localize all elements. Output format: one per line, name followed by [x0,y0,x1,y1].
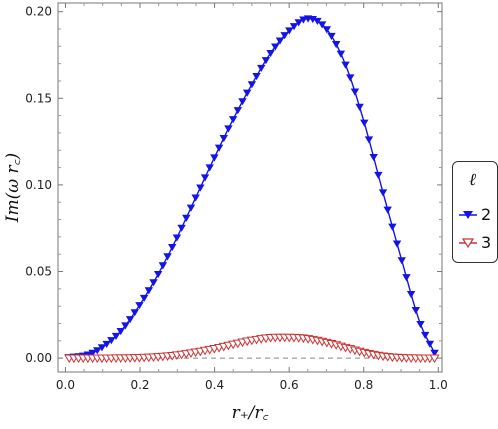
series-2-point [341,61,350,69]
legend: ℓ 2 3 [452,161,498,263]
series-2-point [411,306,421,315]
y-tick-label: 0.20 [25,5,52,19]
series-2-point [93,347,102,355]
series-2-point [238,98,247,106]
series-2-point [402,274,411,282]
series-2-point [233,107,243,115]
series-2-point [224,125,233,133]
series-2-point [191,194,200,202]
series-2-point [294,19,303,27]
plot-frame [57,2,443,373]
series-2-point [322,26,332,34]
series-2-point [336,50,346,58]
series-2-point [228,116,238,124]
series-2-point [397,257,406,265]
series-2-point [242,89,252,97]
series-2-point [116,328,125,336]
y-axis-label: Im(ω r꜀) [3,153,23,223]
y-tick-label: 0.05 [25,265,52,279]
series-2-point [383,206,392,214]
series-2-point [313,17,322,26]
series-2-point [289,23,299,31]
series-2-point [139,294,149,302]
legend-item-series-3: 3 [457,233,497,253]
series-2-point [369,154,378,162]
series-2-point [364,136,374,144]
y-tick-label: 0.15 [25,91,52,105]
legend-marker-blue-triangle-icon [459,211,477,219]
series-2-point [355,103,364,111]
legend-marker-red-open-triangle-icon [459,238,477,249]
series-2-point [196,184,205,192]
series-2-point [275,37,285,45]
series-2-point [102,340,111,348]
series-2-point [266,49,275,58]
series-2-point [172,234,182,242]
series-2-point [299,16,308,24]
series-2-point [308,15,317,24]
series-2-point [331,41,341,49]
series-2-point [163,253,172,261]
x-axis-label: r₊/r꜀ [232,403,269,423]
series-2-point [149,279,158,287]
y-tick-label: 0.00 [25,351,52,365]
series-2-point [153,270,163,279]
series-2-point [130,309,139,317]
series-2-point [125,316,135,324]
series-2-point [257,64,266,72]
x-tick-label: 1.0 [429,378,448,392]
series-2-line [69,17,436,358]
series-2-point [392,240,402,248]
series-3-point [429,354,440,364]
series-2-point [252,72,261,81]
series-2-point [200,174,210,182]
y-tick-label: 0.10 [25,178,52,192]
series-2-point [168,244,177,252]
series-2-point [430,349,439,357]
series-2-point [350,88,360,96]
series-2-point [346,74,355,82]
series-2-point [420,331,430,339]
legend-label: 2 [481,205,492,224]
series-2-point [158,262,168,270]
series-2-point [177,224,186,232]
series-2-point [121,322,130,330]
series-2-point [374,171,383,180]
series-2-point [135,302,144,310]
x-tick-label: 0.4 [205,378,224,392]
series-2-point [182,214,191,222]
series-2-point [360,119,369,127]
x-tick-label: 0.6 [280,378,299,392]
series-2-point [271,43,280,51]
series-2-point [425,340,435,348]
series-2-point [88,349,97,357]
series-2-point [210,154,219,162]
series-2-point [416,320,425,329]
series-2-point [327,32,336,41]
series-2-point [378,189,388,197]
series-2-point [214,144,224,152]
series-2-point [317,21,327,29]
series-2-point [205,164,214,172]
series-2-point [219,134,228,143]
series-2-point [388,223,397,231]
x-tick-label: 0.0 [56,378,75,392]
legend-title: ℓ [469,170,477,190]
series-2-point [186,204,196,212]
series-2-point [247,81,257,89]
series-2-point [107,337,116,345]
x-tick-label: 0.2 [130,378,149,392]
series-2-point [97,344,107,352]
legend-item-series-2: 2 [457,205,497,225]
legend-label: 3 [481,233,492,252]
series-2-point [406,291,416,299]
series-2-point [285,27,294,35]
x-tick-label: 0.8 [354,378,373,392]
series-2-point [280,32,289,40]
series-2-point [261,57,271,65]
series-2-point [111,332,121,341]
series-2-point [144,287,154,295]
